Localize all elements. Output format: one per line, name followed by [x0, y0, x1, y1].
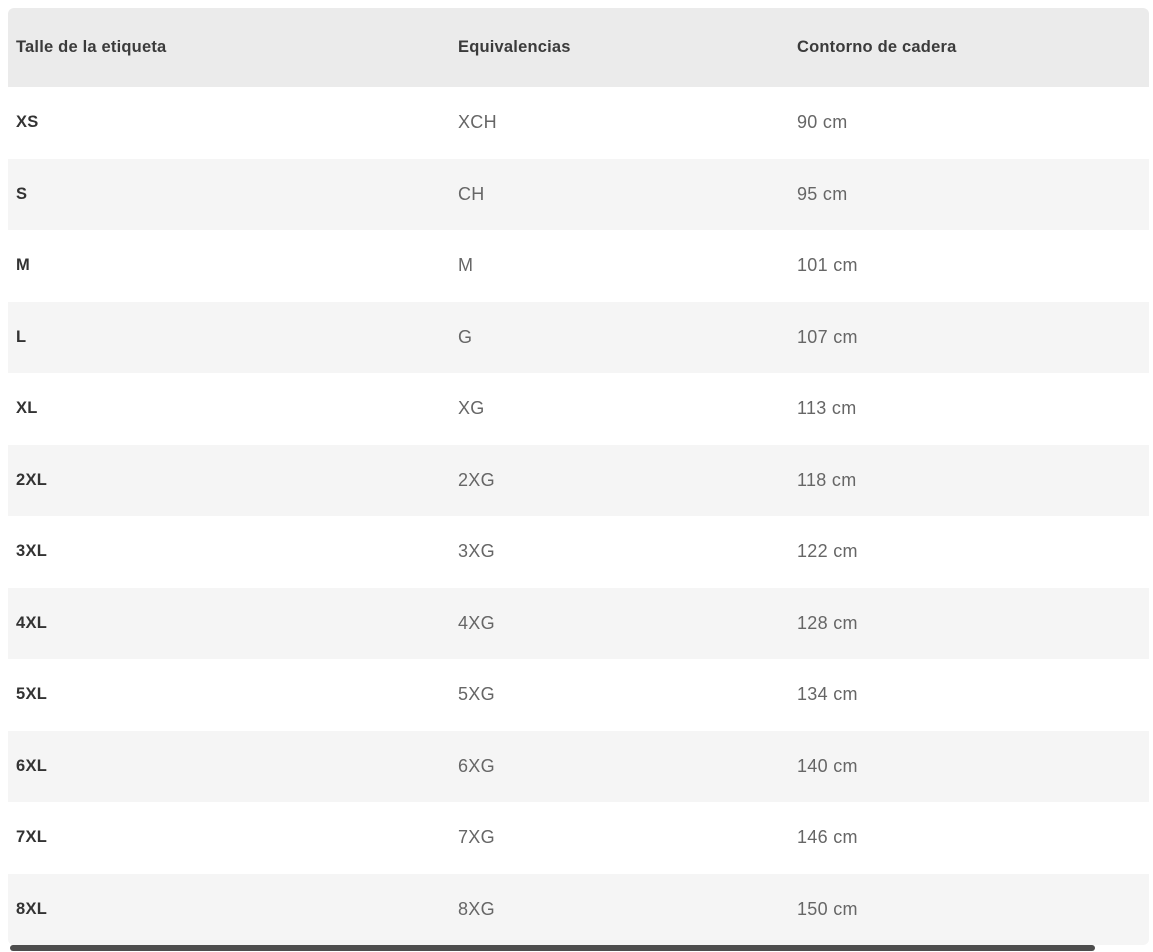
cell-equiv: 5XG: [458, 684, 495, 705]
table-row: 3XL 3XG 122 cm: [8, 516, 1149, 588]
table-row: 2XL 2XG 118 cm: [8, 444, 1149, 516]
column-header-equivalences: Equivalencias: [458, 38, 571, 56]
cell-size: XL: [16, 399, 38, 418]
cell-equiv: XG: [458, 398, 485, 419]
cell-size: 3XL: [16, 542, 48, 561]
table-row: XS XCH 90 cm: [8, 87, 1149, 159]
cell-hip: 113 cm: [797, 398, 857, 419]
table-header-row: Talle de la etiqueta Equivalencias Conto…: [8, 8, 1149, 87]
table-row: XL XG 113 cm: [8, 373, 1149, 445]
cell-size: 7XL: [16, 828, 48, 847]
cell-hip: 140 cm: [797, 755, 858, 776]
cell-equiv: 3XG: [458, 541, 495, 562]
table-row: 4XL 4XG 128 cm: [8, 587, 1149, 659]
cell-hip: 107 cm: [797, 326, 858, 347]
cell-hip: 150 cm: [797, 898, 858, 919]
size-chart-table: Talle de la etiqueta Equivalencias Conto…: [8, 8, 1149, 945]
cell-size: 6XL: [16, 756, 48, 775]
table-row: 7XL 7XG 146 cm: [8, 802, 1149, 874]
cell-equiv: XCH: [458, 112, 497, 133]
cell-equiv: 8XG: [458, 898, 495, 919]
cell-equiv: 7XG: [458, 827, 495, 848]
table-row: S CH 95 cm: [8, 158, 1149, 230]
cell-size: M: [16, 256, 31, 275]
table-row: 5XL 5XG 134 cm: [8, 659, 1149, 731]
cell-size: 5XL: [16, 685, 48, 704]
cell-hip: 122 cm: [797, 541, 858, 562]
column-header-size: Talle de la etiqueta: [16, 38, 167, 56]
cell-hip: 128 cm: [797, 612, 858, 633]
cell-size: 4XL: [16, 613, 48, 632]
cell-hip: 134 cm: [797, 684, 858, 705]
cell-hip: 95 cm: [797, 183, 848, 204]
cell-size: L: [16, 327, 27, 346]
table-row: L G 107 cm: [8, 301, 1149, 373]
cell-hip: 118 cm: [797, 469, 857, 490]
horizontal-scrollbar-thumb[interactable]: [10, 945, 1095, 951]
cell-equiv: CH: [458, 183, 485, 204]
cell-equiv: M: [458, 255, 474, 276]
cell-equiv: 4XG: [458, 612, 495, 633]
cell-hip: 146 cm: [797, 827, 858, 848]
cell-hip: 101 cm: [797, 255, 858, 276]
table-row: 8XL 8XG 150 cm: [8, 873, 1149, 945]
table-row: M M 101 cm: [8, 230, 1149, 302]
cell-size: 8XL: [16, 899, 48, 918]
table-row: 6XL 6XG 140 cm: [8, 730, 1149, 802]
cell-equiv: G: [458, 326, 473, 347]
cell-size: S: [16, 184, 28, 203]
cell-hip: 90 cm: [797, 112, 848, 133]
horizontal-scrollbar-track[interactable]: [8, 945, 1149, 951]
cell-size: XS: [16, 113, 39, 132]
cell-size: 2XL: [16, 470, 48, 489]
cell-equiv: 6XG: [458, 755, 495, 776]
column-header-hip-contour: Contorno de cadera: [797, 38, 957, 56]
cell-equiv: 2XG: [458, 469, 495, 490]
table-body: XS XCH 90 cm S CH 95 cm M M 101 cm L G 107 cm XL XG 11…: [8, 87, 1149, 945]
